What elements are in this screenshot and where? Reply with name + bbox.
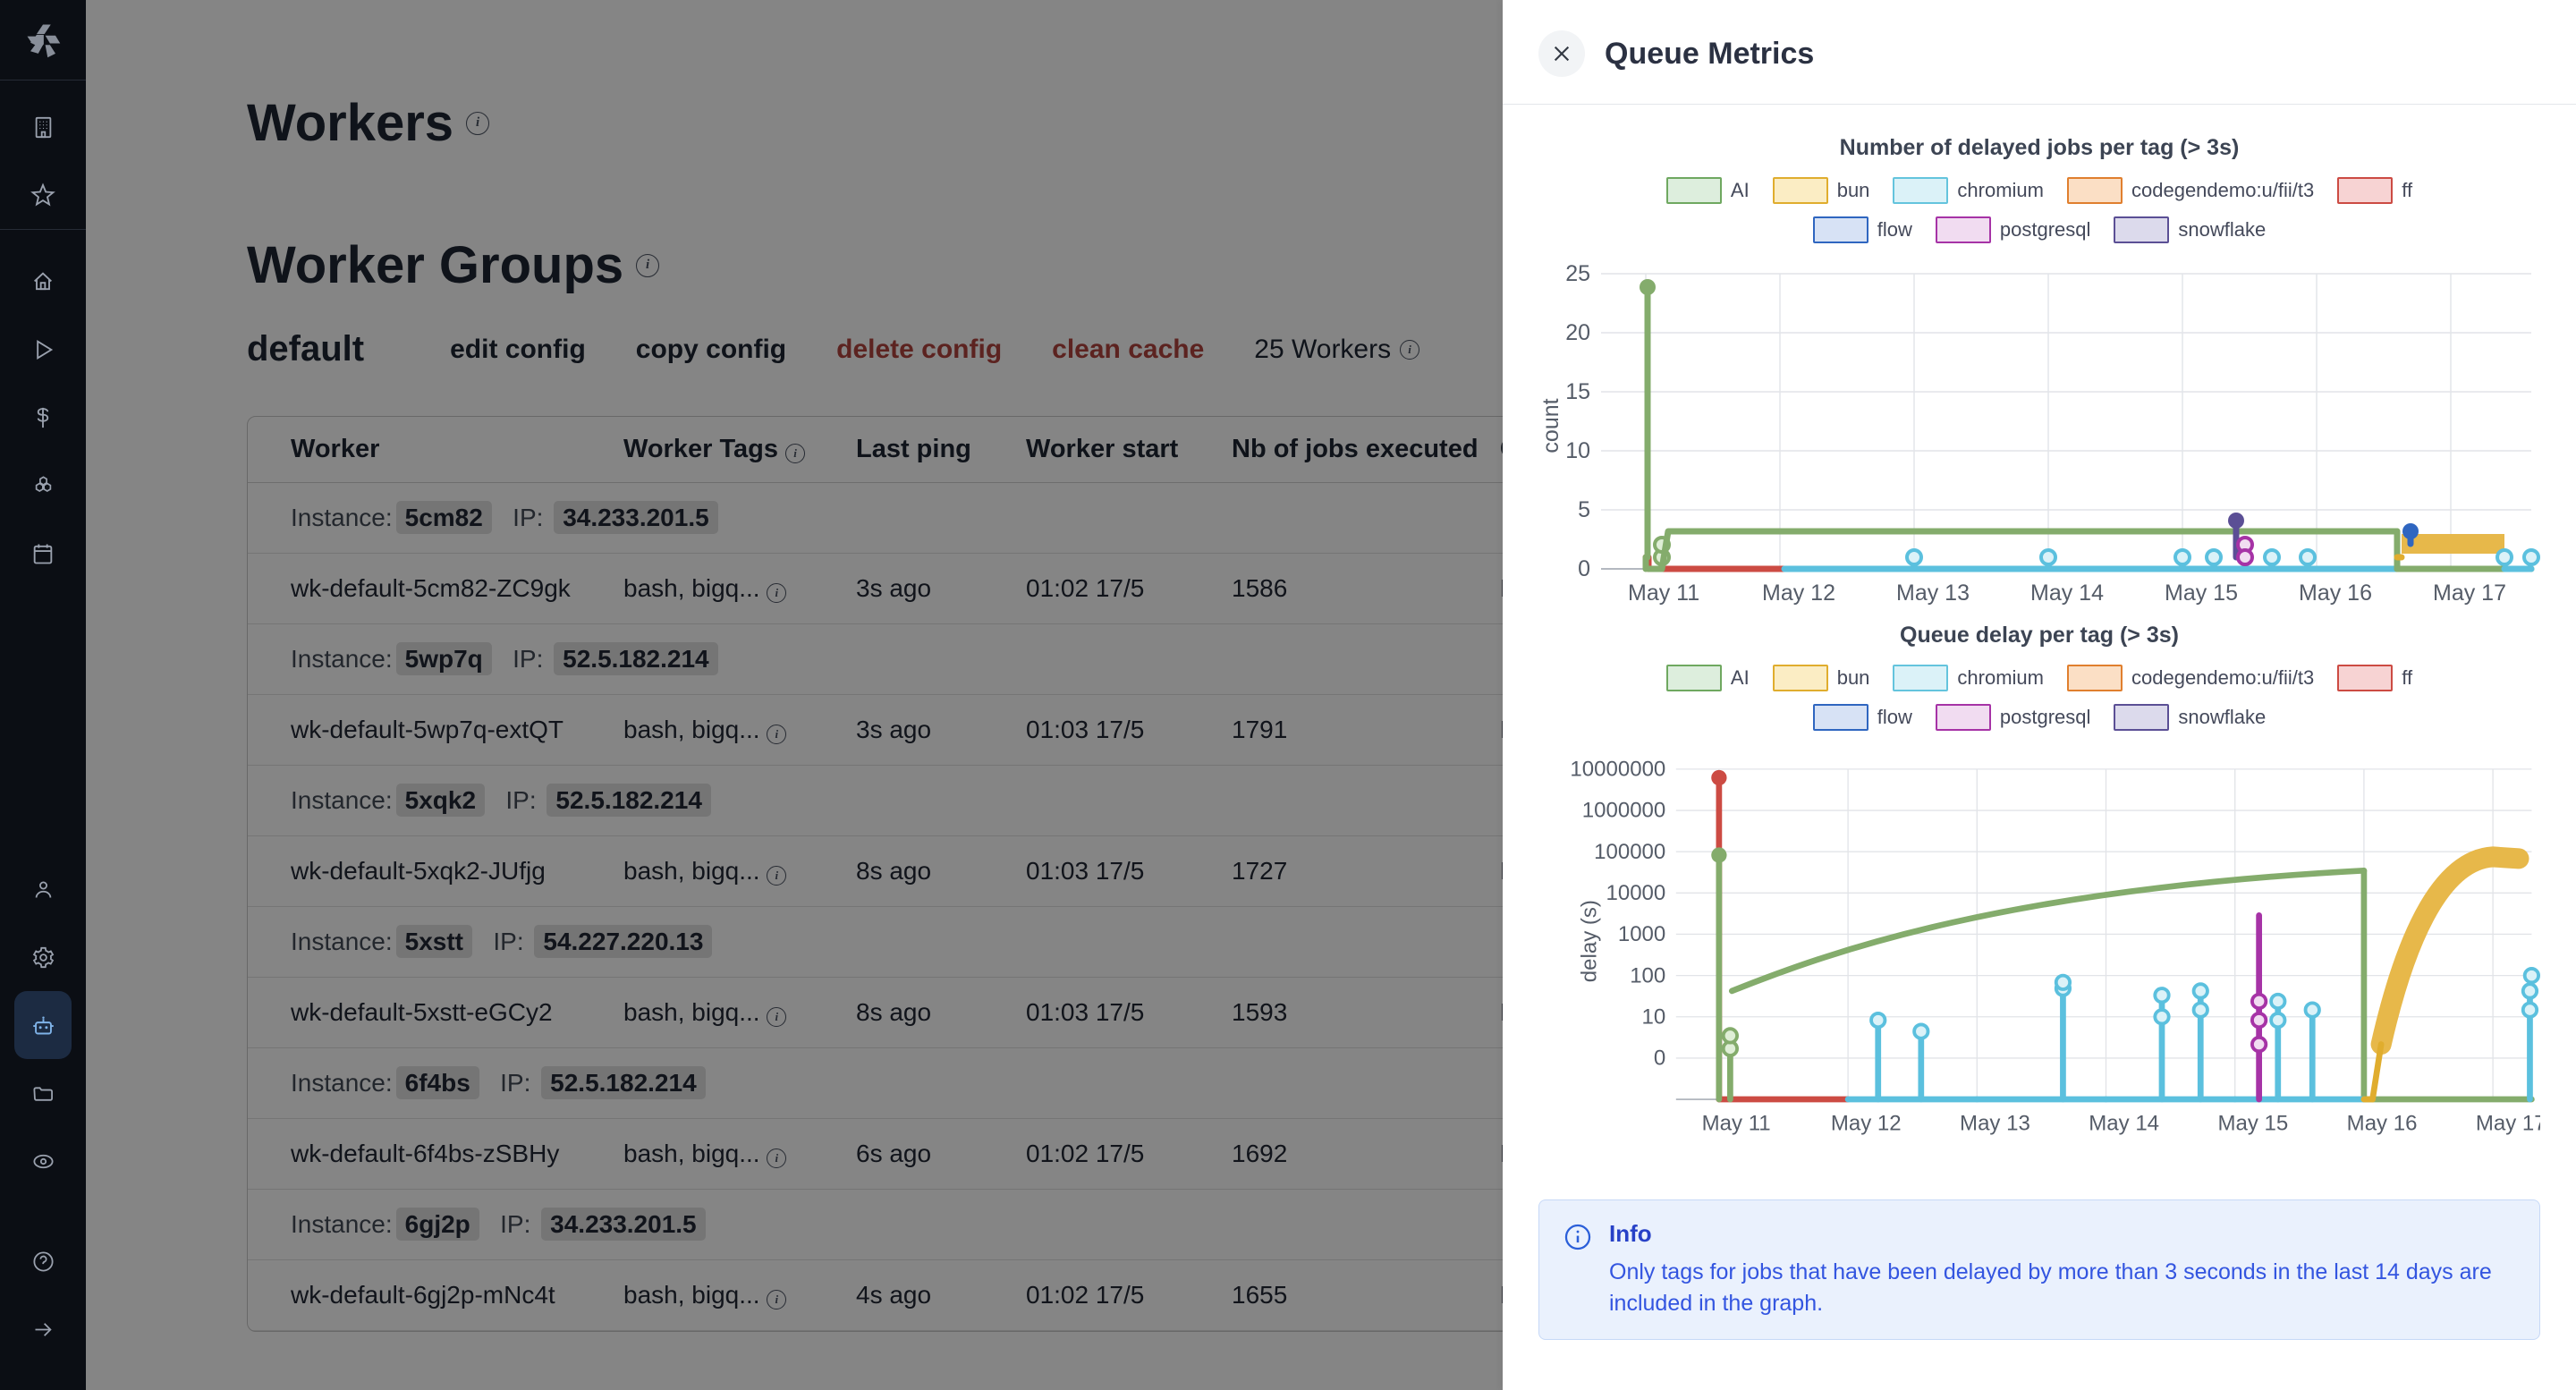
svg-text:May 13: May 13: [1960, 1112, 2030, 1136]
svg-text:100: 100: [1630, 963, 1665, 987]
svg-text:1000: 1000: [1618, 922, 1665, 946]
svg-text:10: 10: [1642, 1004, 1666, 1029]
svg-text:May 17: May 17: [2476, 1112, 2540, 1136]
svg-text:5: 5: [1578, 497, 1590, 522]
svg-text:May 12: May 12: [1831, 1112, 1902, 1136]
svg-text:May 17: May 17: [2433, 581, 2506, 606]
svg-text:May 12: May 12: [1762, 581, 1835, 606]
svg-text:10000000: 10000000: [1570, 758, 1665, 782]
svg-text:0: 0: [1654, 1047, 1665, 1071]
svg-text:May 11: May 11: [1628, 581, 1699, 606]
svg-text:delay (s): delay (s): [1577, 900, 1601, 982]
svg-text:20: 20: [1565, 320, 1590, 345]
svg-text:May 15: May 15: [2217, 1112, 2288, 1136]
svg-text:15: 15: [1565, 379, 1590, 404]
svg-text:count: count: [1538, 398, 1563, 453]
svg-text:May 16: May 16: [2299, 581, 2372, 606]
svg-text:10: 10: [1565, 438, 1590, 463]
svg-text:25: 25: [1565, 261, 1590, 286]
svg-text:May 14: May 14: [2030, 581, 2104, 606]
svg-text:May 15: May 15: [2165, 581, 2238, 606]
svg-text:0: 0: [1578, 556, 1590, 581]
svg-text:1000000: 1000000: [1582, 799, 1665, 823]
svg-text:May 14: May 14: [2089, 1112, 2159, 1136]
svg-text:May 16: May 16: [2347, 1112, 2418, 1136]
svg-text:10000: 10000: [1606, 881, 1665, 905]
svg-text:May 11: May 11: [1702, 1112, 1771, 1136]
svg-text:100000: 100000: [1594, 840, 1665, 864]
svg-text:May 13: May 13: [1896, 581, 1970, 606]
